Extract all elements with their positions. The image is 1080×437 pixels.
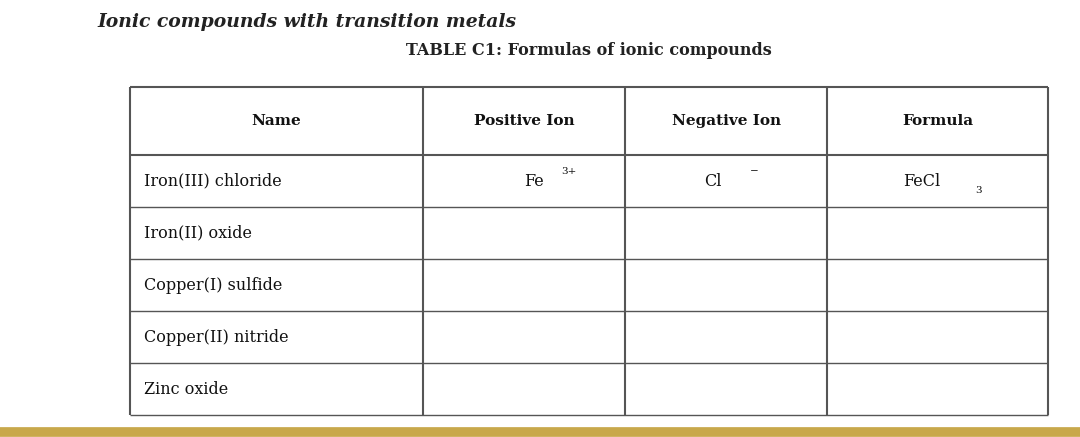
Text: Cl: Cl bbox=[704, 173, 723, 190]
Text: FeCl: FeCl bbox=[903, 173, 940, 190]
Text: Positive Ion: Positive Ion bbox=[474, 114, 575, 128]
Text: Copper(I) sulfide: Copper(I) sulfide bbox=[144, 277, 282, 294]
Text: Iron(II) oxide: Iron(II) oxide bbox=[144, 225, 252, 242]
Text: 3: 3 bbox=[975, 186, 982, 195]
Text: Negative Ion: Negative Ion bbox=[672, 114, 781, 128]
Text: Zinc oxide: Zinc oxide bbox=[144, 381, 228, 398]
Text: −: − bbox=[751, 167, 759, 176]
Text: Copper(II) nitride: Copper(II) nitride bbox=[144, 329, 288, 346]
Text: 3+: 3+ bbox=[562, 167, 577, 176]
Text: Name: Name bbox=[252, 114, 301, 128]
Text: TABLE C1: Formulas of ionic compounds: TABLE C1: Formulas of ionic compounds bbox=[406, 42, 771, 59]
Text: Fe: Fe bbox=[525, 173, 544, 190]
Text: Ionic compounds with transition metals: Ionic compounds with transition metals bbox=[97, 13, 516, 31]
Text: Formula: Formula bbox=[902, 114, 973, 128]
Text: Iron(III) chloride: Iron(III) chloride bbox=[144, 173, 282, 190]
